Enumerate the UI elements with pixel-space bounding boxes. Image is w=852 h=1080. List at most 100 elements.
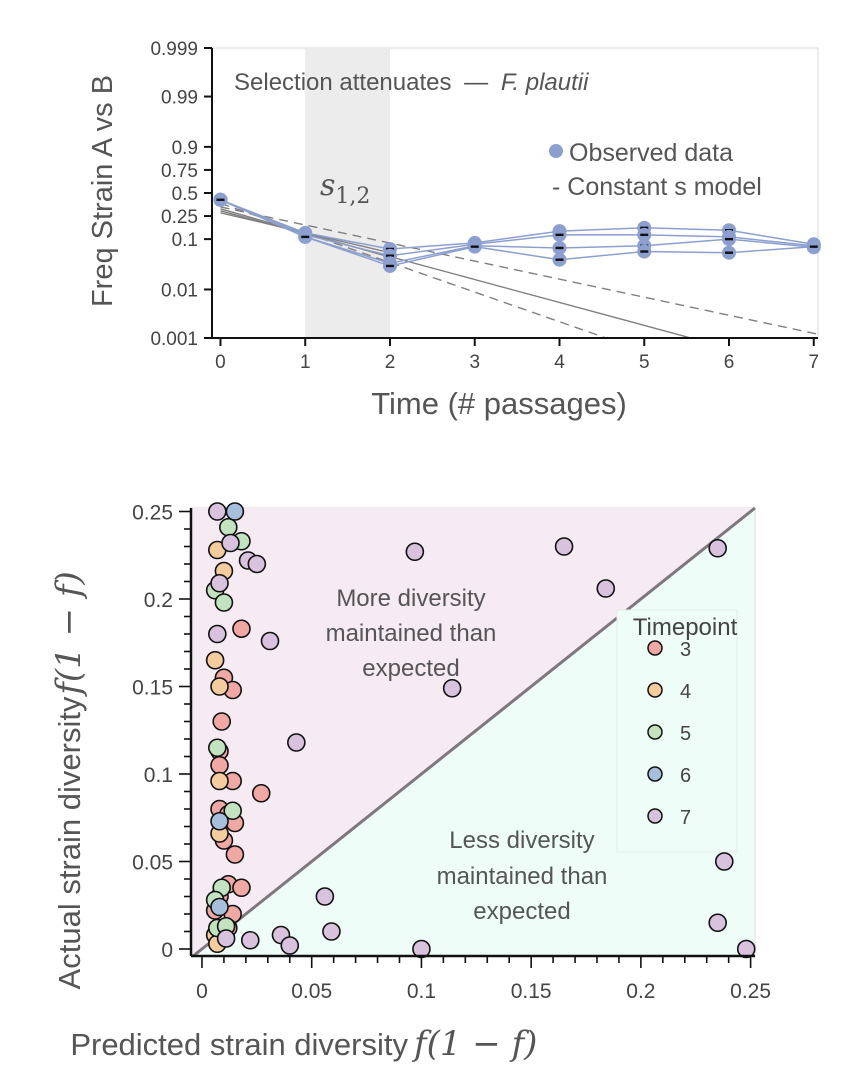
point-timepoint-7 <box>260 631 280 651</box>
point-timepoint-7 <box>708 538 727 558</box>
point-timepoint-7 <box>208 502 227 521</box>
x-axis-title-math: f(1 − f) <box>411 1024 537 1064</box>
point-timepoint-7 <box>221 533 240 553</box>
point-timepoint-6 <box>210 811 229 831</box>
legend-label-4: 4 <box>680 681 691 703</box>
region-above-label: More diversity maintained than expected <box>326 585 497 682</box>
point-timepoint-7 <box>280 936 300 955</box>
point-timepoint-3 <box>225 845 245 864</box>
legend-marker-observed <box>549 144 563 158</box>
legend-marker-5 <box>647 724 663 740</box>
identity-diagonal <box>192 506 756 958</box>
point-timepoint-7 <box>287 733 306 752</box>
y-tick-label: 0.25 <box>132 502 173 525</box>
y-tick-label: 0.99 <box>161 88 198 109</box>
legend-label-6: 6 <box>680 765 691 787</box>
point-timepoint-7 <box>554 537 574 556</box>
y-tick-label: 0.999 <box>150 39 198 60</box>
x-tick-label: 0.05 <box>291 980 332 1003</box>
point-timepoint-7 <box>736 939 756 959</box>
y-tick-label: 0.75 <box>161 161 198 182</box>
series-line-replicate-4 <box>220 199 814 267</box>
point-timepoint-3 <box>251 783 271 803</box>
series-line-replicate-2 <box>220 199 814 257</box>
point-timepoint-6 <box>225 502 245 521</box>
selection-coefficient-label: s1,2 <box>320 168 370 209</box>
point-timepoint-3 <box>212 712 232 731</box>
region-above-line-3: expected <box>362 655 459 682</box>
error-bar <box>470 245 479 248</box>
axes: 0 0.05 0.1 0.15 0.2 0.25 0 0.05 0.1 0.15 0.2 0.25 <box>132 502 771 1004</box>
point-timepoint-4 <box>205 650 225 670</box>
point-timepoint-5 <box>214 593 234 612</box>
point-timepoint-7 <box>216 929 236 948</box>
y-tick-label: 0.01 <box>161 280 198 301</box>
point-timepoint-7 <box>708 913 727 933</box>
x-tick-label: 0 <box>215 352 226 373</box>
legend-label-observed: Observed data <box>569 139 733 167</box>
frequency-trajectory-chart: 0 1 2 3 4 5 6 7 0.001 0.01 0.10.250.50.750.9 0.99 0.… <box>87 39 821 421</box>
region-below-line-2: maintained than <box>437 863 608 890</box>
point-timepoint-5 <box>219 517 238 537</box>
y-tick-label: 0.05 <box>132 852 173 875</box>
point-timepoint-7 <box>315 887 335 906</box>
x-tick-label: 4 <box>554 352 565 373</box>
legend-label-7: 7 <box>680 807 691 829</box>
x-tick-label: 0 <box>196 980 208 1003</box>
selection-window-shading <box>305 48 390 338</box>
region-above-line-1: More diversity <box>336 585 485 612</box>
point-timepoint-7 <box>247 554 267 574</box>
y-axis-title: Actual strain diversity <box>52 696 87 989</box>
point-timepoint-7 <box>596 579 616 598</box>
y-tick-label: 0.1 <box>144 764 173 787</box>
point-timepoint-3 <box>232 619 251 639</box>
point-timepoint-3 <box>210 755 229 775</box>
y-tick-label: 0.2 <box>144 589 173 612</box>
point-timepoint-7 <box>714 852 734 871</box>
x-tick-label: 7 <box>808 352 819 373</box>
point-timepoint-7 <box>240 930 260 950</box>
point-timepoint-7 <box>405 542 425 562</box>
point-timepoint-4 <box>210 677 229 696</box>
region-above-line-2: maintained than <box>326 620 497 647</box>
region-below-line-3: expected <box>473 898 570 925</box>
legend-label-3: 3 <box>680 639 691 661</box>
x-tick-label: 0.15 <box>511 980 552 1003</box>
y-tick-label: 0.5 <box>172 184 198 205</box>
y-tick-label: 0.15 <box>132 677 173 700</box>
error-bar <box>216 198 225 201</box>
legend-marker-7 <box>647 808 663 824</box>
x-axis-title: Time (# passages) <box>371 386 627 421</box>
legend-label-model: - Constant s model <box>552 173 762 201</box>
shaded-region <box>305 48 390 338</box>
y-tick-label: 0.25 <box>161 207 198 228</box>
point-timepoint-7 <box>442 678 462 698</box>
legend-title: Timepoint <box>633 614 738 641</box>
x-tick-label: 6 <box>724 352 735 373</box>
legend: Observed data - Constant s model <box>549 139 762 201</box>
error-bar <box>640 250 649 253</box>
x-tick-label: 0.25 <box>730 980 771 1003</box>
y-axis-title: Freq Strain A vs B <box>87 75 119 307</box>
point-timepoint-7 <box>208 624 227 644</box>
error-bar <box>301 235 310 239</box>
legend-marker-6 <box>647 766 663 782</box>
point-timepoint-4 <box>210 771 229 791</box>
series-line-replicate-1 <box>220 199 814 250</box>
x-tick-label: 5 <box>639 352 650 373</box>
legend-marker-3 <box>647 640 663 656</box>
region-below-label: Less diversity maintained than expected <box>437 827 608 925</box>
legend-label-5: 5 <box>680 723 691 745</box>
error-bar <box>809 245 818 248</box>
error-bar <box>640 233 649 237</box>
y-tick-label: 0.1 <box>172 230 198 251</box>
identity-line <box>192 506 756 958</box>
region-above <box>191 508 755 958</box>
y-tick-label: 0.9 <box>172 138 198 159</box>
x-tick-label: 0.2 <box>626 980 655 1003</box>
error-bar <box>385 264 394 268</box>
error-bar <box>725 237 734 241</box>
error-bar <box>385 254 394 257</box>
point-timepoint-5 <box>223 801 242 821</box>
